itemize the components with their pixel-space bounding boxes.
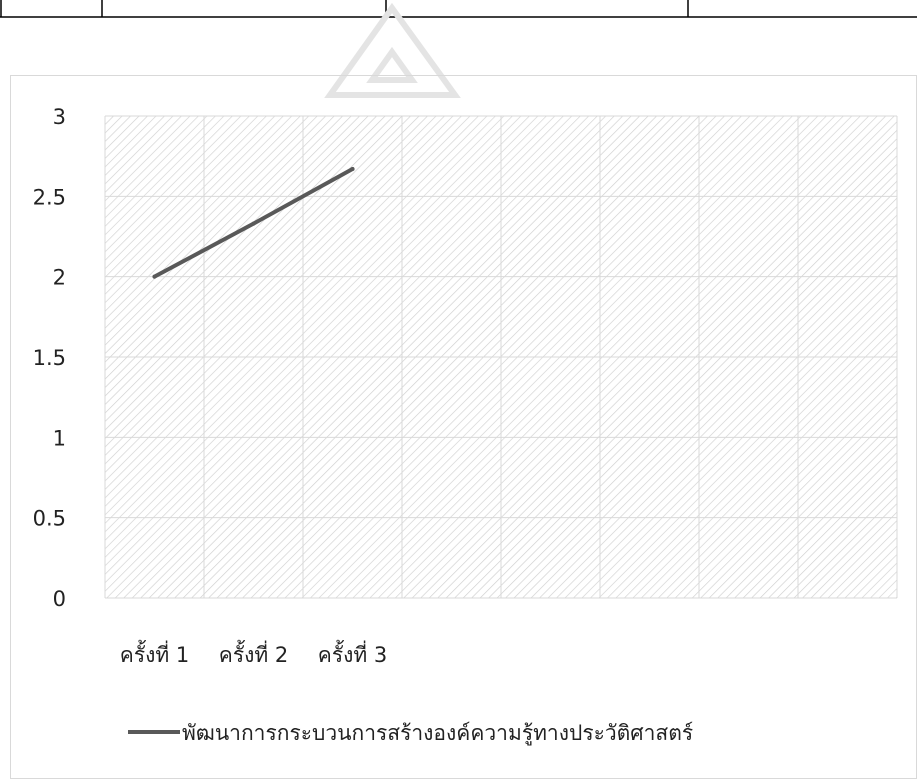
x-tick-label: ครั้งที่ 2	[219, 640, 288, 667]
y-tick-label: 1	[53, 426, 66, 450]
y-tick-label: 2	[53, 266, 66, 290]
data-point	[152, 274, 157, 279]
watermark-triangle	[324, 2, 461, 98]
legend-label: พัฒนาการกระบวนการสร้างองค์ความรู้ทางประว…	[182, 721, 693, 746]
series	[152, 167, 355, 279]
y-tick-label: 1.5	[33, 346, 66, 370]
legend: พัฒนาการกระบวนการสร้างองค์ความรู้ทางประว…	[128, 721, 693, 746]
data-point	[350, 167, 355, 172]
y-tick-label: 0	[53, 587, 66, 611]
x-axis: ครั้งที่ 1 ครั้งที่ 2 ครั้งที่ 3	[120, 640, 387, 667]
x-tick-label: ครั้งที่ 3	[318, 640, 387, 667]
y-tick-label: 2.5	[33, 185, 66, 209]
x-tick-label: ครั้งที่ 1	[120, 640, 189, 667]
data-point	[251, 221, 256, 226]
table-fragment	[0, 0, 917, 18]
y-tick-label: 0.5	[33, 507, 66, 531]
grid	[104, 115, 898, 599]
y-tick-label: 3	[53, 105, 66, 129]
y-axis: 0 0.5 1 1.5 2 2.5 3	[33, 105, 66, 611]
